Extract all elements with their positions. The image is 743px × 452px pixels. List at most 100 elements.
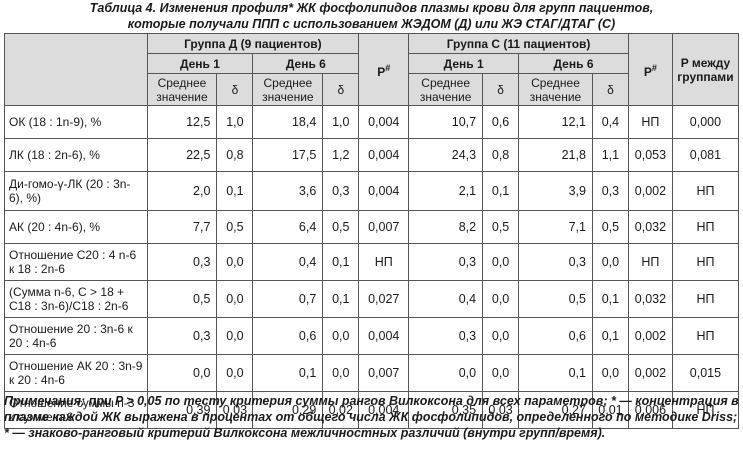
table-cell: 0,8	[216, 138, 254, 172]
table-cell: 0,0	[482, 280, 520, 318]
table-cell: 0,0	[482, 317, 520, 355]
table-cell: 0,032	[627, 280, 673, 318]
table-cell: 0,6	[482, 105, 520, 139]
row-label: ОК (18 : 1n-9), %	[4, 105, 148, 139]
header-p-hash-d: P#	[358, 33, 410, 106]
table-row: АК (20 : 4n-6), % 7,7 0,5 6,4 0,5 0,007 8,2 0,5…	[4, 210, 740, 244]
table-row: Отношение АК 20 : 3n-9 к 20 : 4n-6 0,0 0,0…	[4, 354, 740, 392]
table-cell: 0,015	[671, 354, 740, 392]
table-body: ОК (18 : 1n-9), % 12,5 1,0 18,4 1,0 0,004 10,7…	[4, 105, 740, 429]
table-row: Отношение суммы n-3 к сумме n-6 0,39 0,03 0…	[4, 391, 740, 429]
header-p-hash-c: P#	[627, 33, 673, 106]
table-cell: 0,5	[518, 280, 593, 318]
table-cell: 0,4	[408, 280, 484, 318]
table-cell: 1,2	[322, 138, 360, 172]
row-label: Ди-гомо-γ-ЛК (20 : 3n-6), %)	[4, 171, 148, 211]
table-cell: НП	[671, 210, 740, 244]
table-cell: 0,007	[358, 354, 410, 392]
header-p-c-hash: #	[651, 62, 657, 73]
header-group-c: Группа С (11 пациентов)	[408, 33, 629, 54]
table-cell: 6,4	[252, 210, 324, 244]
table-cell: 0,1	[216, 171, 254, 211]
table-cell: 0,03	[216, 391, 254, 429]
table-cell: 0,27	[518, 391, 593, 429]
table-cell: 0,3	[518, 243, 593, 281]
table-cell: 0,0	[216, 317, 254, 355]
table-cell: 21,8	[518, 138, 593, 172]
table-row: ОК (18 : 1n-9), % 12,5 1,0 18,4 1,0 0,004 10,7…	[4, 105, 740, 139]
table-cell: 7,7	[146, 210, 218, 244]
table-cell: НП	[358, 243, 410, 281]
table-cell: 2,1	[408, 171, 484, 211]
table-cell: 8,2	[408, 210, 484, 244]
table-cell: 0,5	[216, 210, 254, 244]
header-p-between: P между группами	[671, 33, 740, 106]
table-caption: Таблица 4. Изменения профиля* ЖК фосфоли…	[0, 0, 743, 32]
table-cell: 12,5	[146, 105, 218, 139]
table-cell: 0,004	[358, 317, 410, 355]
table-cell: 0,081	[671, 138, 740, 172]
header-group-d: Группа Д (9 пациентов)	[146, 33, 360, 54]
header-mean: Среднее значение	[252, 73, 324, 106]
table-cell: 0,0	[591, 354, 629, 392]
table-cell: 0,4	[591, 105, 629, 139]
table-cell: 0,0	[216, 243, 254, 281]
table-cell: 0,007	[358, 210, 410, 244]
table-cell: 0,0	[216, 280, 254, 318]
table-cell: 0,1	[322, 280, 360, 318]
table-row: Отношение 20 : 3n-6 к 20 : 4n-6 0,3 0,0 0,6…	[4, 317, 740, 355]
caption-line-1: Таблица 4. Изменения профиля* ЖК фосфоли…	[89, 1, 654, 15]
table-cell: 0,1	[518, 354, 593, 392]
table-cell: 0,0	[322, 354, 360, 392]
table-cell: 0,002	[627, 317, 673, 355]
header-p-c-letter: P	[643, 64, 652, 79]
header-mean: Среднее значение	[146, 73, 218, 106]
table-cell: 0,004	[358, 171, 410, 211]
header-c-day6: День 6	[518, 53, 629, 74]
table-note: Примечания: при P > 0,05 по тесту критер…	[4, 394, 739, 440]
table-cell: 0,3	[322, 171, 360, 211]
table-cell: 0,032	[627, 210, 673, 244]
header-mean: Среднее значение	[408, 73, 484, 106]
table-cell: НП	[671, 317, 740, 355]
table-cell: 0,03	[482, 391, 520, 429]
row-label: Отношение суммы n-3 к сумме n-6	[4, 391, 148, 429]
table-cell: 1,0	[216, 105, 254, 139]
table-cell: 0,006	[627, 391, 673, 429]
table-cell: 0,0	[408, 354, 484, 392]
header-delta: δ	[322, 73, 360, 106]
header-d-day6: День 6	[252, 53, 360, 74]
header-d-day1: День 1	[146, 53, 254, 74]
table-cell: 0,0	[322, 317, 360, 355]
header-p-d-letter: P	[377, 64, 386, 79]
table-cell: 0,3	[146, 317, 218, 355]
table-cell: 3,9	[518, 171, 593, 211]
table-cell: 0,5	[322, 210, 360, 244]
header-p-d-hash: #	[385, 62, 391, 73]
table-cell: 24,3	[408, 138, 484, 172]
table-cell: НП	[671, 171, 740, 211]
table-cell: 0,01	[591, 391, 629, 429]
table-cell: НП	[627, 105, 673, 139]
table-cell: 0,0	[216, 354, 254, 392]
table-cell: 0,1	[322, 243, 360, 281]
table-cell: 0,02	[322, 391, 360, 429]
header-delta: δ	[591, 73, 629, 106]
table-cell: 0,5	[146, 280, 218, 318]
table-cell: 3,6	[252, 171, 324, 211]
table-cell: 0,004	[358, 105, 410, 139]
header-blank	[4, 33, 148, 106]
table-cell: 0,0	[482, 354, 520, 392]
table-cell: 17,5	[252, 138, 324, 172]
table-cell: 0,1	[482, 171, 520, 211]
row-label: (Сумма n-6, С > 18 + С18 : 3n-6)/С18 : 2…	[4, 280, 148, 318]
table-row: (Сумма n-6, С > 18 + С18 : 3n-6)/С18 : 2…	[4, 280, 740, 318]
table-cell: НП	[627, 243, 673, 281]
table-cell: 1,0	[322, 105, 360, 139]
table-cell: 0,1	[591, 317, 629, 355]
table-cell: 0,4	[252, 243, 324, 281]
table-cell: 0,29	[252, 391, 324, 429]
table-cell: 0,0	[146, 354, 218, 392]
table-cell: 0,1	[591, 280, 629, 318]
table-cell: НП	[671, 280, 740, 318]
